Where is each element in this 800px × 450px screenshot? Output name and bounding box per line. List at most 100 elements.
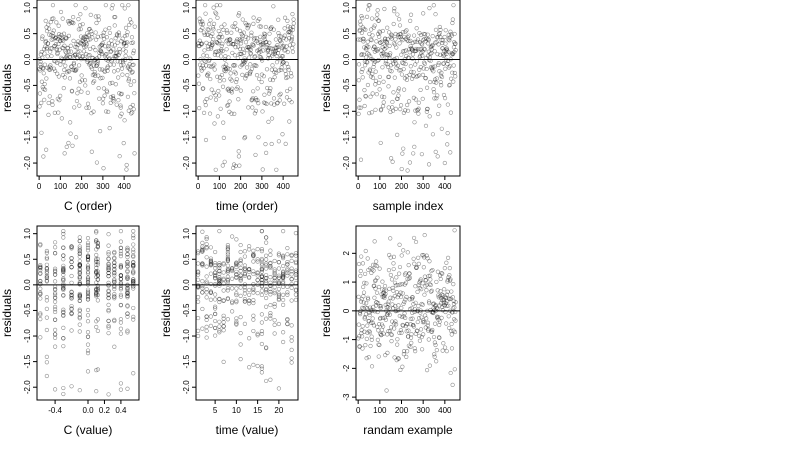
data-point: [268, 302, 273, 308]
data-point: [399, 166, 404, 172]
data-point: [269, 25, 274, 30]
data-point: [240, 17, 245, 22]
data-point: [276, 30, 281, 36]
data-point: [62, 56, 68, 61]
data-point: [268, 248, 273, 253]
data-point: [78, 27, 83, 32]
data-point: [365, 323, 370, 328]
data-point: [202, 32, 207, 37]
data-point: [380, 54, 385, 59]
data-point: [39, 130, 44, 135]
data-point: [94, 238, 99, 243]
y-tick-label: 0.5: [342, 28, 351, 40]
data-point: [259, 42, 264, 47]
data-point: [220, 49, 225, 54]
data-point: [393, 319, 398, 324]
data-point: [428, 65, 434, 70]
data-point: [389, 69, 394, 74]
data-point: [399, 253, 404, 258]
data-point: [74, 41, 79, 47]
data-point: [379, 327, 384, 332]
data-point: [69, 256, 74, 261]
data-point: [62, 43, 67, 48]
y-tick-label: 0.0: [23, 279, 32, 291]
data-point: [259, 256, 264, 262]
data-point: [357, 105, 362, 110]
data-point: [432, 96, 437, 101]
data-point: [407, 271, 412, 276]
data-point: [396, 93, 401, 98]
data-point: [364, 306, 370, 311]
data-point: [383, 353, 388, 358]
data-point: [268, 77, 273, 82]
data-point: [220, 163, 225, 168]
data-point: [77, 281, 82, 286]
data-point: [69, 244, 74, 249]
data-point: [280, 44, 285, 49]
data-point: [69, 290, 74, 295]
data-point: [106, 307, 111, 313]
data-point: [419, 41, 424, 46]
data-point: [200, 249, 205, 254]
data-point: [43, 38, 49, 44]
y-tick-label: -3: [342, 393, 351, 401]
data-point: [284, 44, 289, 49]
data-point: [200, 306, 205, 312]
data-point: [50, 31, 55, 36]
data-point: [245, 48, 250, 53]
data-point: [94, 230, 99, 235]
data-point: [281, 60, 286, 65]
data-point: [390, 319, 395, 324]
data-point: [366, 3, 371, 8]
data-point: [247, 266, 252, 272]
data-point: [374, 300, 379, 305]
data-point: [234, 39, 239, 44]
data-point: [52, 335, 58, 340]
data-point: [247, 336, 252, 341]
data-point: [370, 75, 376, 80]
data-point: [90, 80, 96, 85]
data-point: [106, 293, 111, 298]
data-point: [439, 271, 444, 276]
data-point: [78, 40, 83, 45]
x-tick-label: 5: [213, 406, 218, 415]
data-point: [221, 281, 226, 286]
data-point: [95, 256, 100, 261]
data-point: [208, 297, 213, 302]
data-point: [418, 47, 423, 52]
data-point: [125, 260, 130, 265]
data-point: [400, 37, 405, 43]
panel-1: 0 100 200 300 4001.00.50.0-0.5-1.0-1.5-2.0C …: [0, 0, 140, 213]
data-point: [94, 269, 99, 274]
data-point: [248, 69, 253, 74]
data-point: [265, 42, 270, 48]
data-point: [108, 100, 113, 106]
data-point: [211, 21, 217, 26]
data-point: [99, 42, 104, 47]
data-point: [380, 324, 386, 329]
data-point: [289, 74, 294, 79]
data-point: [366, 44, 371, 50]
data-point: [55, 37, 61, 42]
data-point: [399, 36, 404, 41]
data-point: [410, 316, 415, 321]
data-point: [286, 36, 292, 41]
data-point: [240, 33, 245, 38]
data-point: [259, 249, 264, 254]
data-point: [259, 274, 264, 279]
data-point: [252, 36, 257, 41]
data-point: [200, 240, 205, 245]
data-point: [125, 274, 130, 279]
data-point: [444, 349, 449, 354]
data-point: [394, 65, 399, 70]
data-point: [365, 51, 370, 56]
data-point: [240, 46, 246, 51]
data-point: [377, 316, 383, 321]
data-point: [216, 41, 221, 46]
data-point: [403, 36, 409, 41]
data-point: [360, 261, 366, 266]
data-point: [436, 60, 441, 66]
data-point: [263, 40, 268, 45]
data-point: [366, 267, 371, 273]
data-point: [86, 27, 92, 32]
